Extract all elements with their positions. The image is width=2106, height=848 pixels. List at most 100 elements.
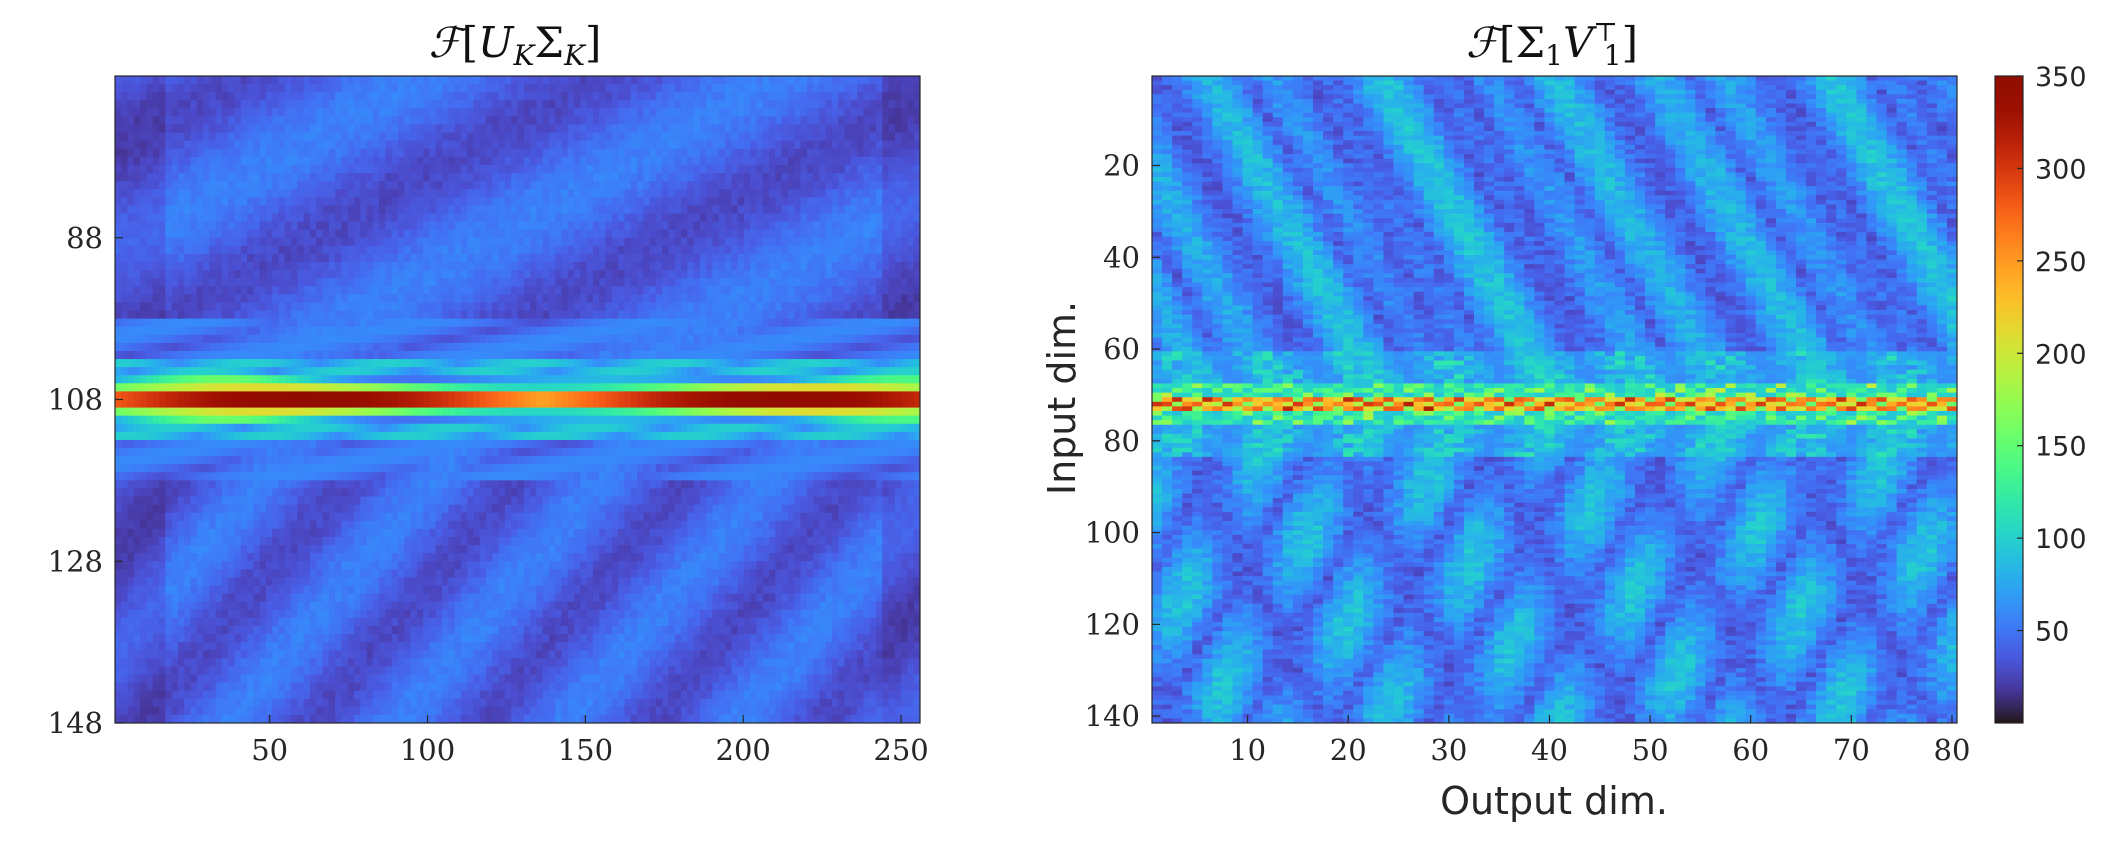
- left-heatmap-cell: [668, 84, 676, 93]
- left-heatmap-cell: [177, 375, 185, 384]
- left-heatmap-cell: [574, 197, 581, 206]
- left-heatmap-cell: [592, 156, 600, 166]
- left-heatmap-cell: [750, 237, 758, 247]
- left-heatmap-cell: [297, 181, 305, 190]
- left-heatmap-cell: [492, 334, 500, 344]
- left-heatmap-cell: [511, 140, 519, 150]
- left-heatmap-cell: [398, 318, 405, 328]
- left-heatmap-cell: [794, 116, 802, 126]
- left-heatmap-cell: [442, 302, 449, 312]
- left-heatmap-cell: [718, 359, 726, 368]
- left-heatmap-cell: [882, 92, 890, 101]
- left-heatmap-cell: [177, 181, 185, 190]
- left-heatmap-cell: [284, 229, 292, 239]
- left-heatmap-cell: [221, 164, 229, 174]
- left-heatmap-cell: [731, 253, 739, 263]
- left-heatmap-cell: [605, 108, 613, 118]
- left-heatmap-cell: [146, 278, 154, 287]
- left-heatmap-cell: [806, 229, 814, 239]
- left-heatmap-cell: [492, 197, 500, 206]
- left-heatmap-cell: [328, 84, 336, 93]
- left-heatmap-cell: [504, 164, 512, 174]
- left-heatmap-cell: [410, 318, 418, 328]
- left-heatmap-cell: [668, 189, 676, 198]
- left-heatmap-cell: [228, 108, 236, 118]
- left-heatmap-cell: [209, 350, 217, 360]
- left-heatmap-cell: [875, 84, 883, 93]
- left-heatmap-cell: [718, 84, 726, 93]
- left-heatmap-cell: [787, 140, 795, 150]
- left-heatmap-cell: [674, 286, 682, 295]
- left-heatmap-cell: [618, 132, 626, 142]
- left-heatmap-cell: [165, 326, 173, 336]
- left-heatmap-cell: [159, 229, 166, 239]
- left-heatmap-cell: [498, 302, 506, 312]
- left-heatmap-cell: [857, 156, 864, 166]
- left-heatmap-cell: [756, 140, 764, 150]
- left-heatmap-cell: [115, 350, 122, 360]
- left-heatmap-cell: [240, 294, 248, 304]
- left-heatmap-cell: [605, 334, 613, 344]
- left-heatmap-cell: [831, 302, 839, 312]
- left-heatmap-cell: [435, 76, 443, 85]
- left-heatmap-cell: [706, 294, 714, 304]
- left-heatmap-cell: [165, 132, 173, 142]
- left-heatmap-cell: [127, 197, 135, 206]
- left-heatmap-cell: [599, 310, 607, 320]
- left-heatmap-cell: [863, 197, 871, 206]
- left-heatmap-cell: [492, 213, 500, 223]
- left-heatmap-cell: [605, 318, 613, 328]
- left-heatmap-cell: [209, 334, 217, 344]
- left-heatmap-cell: [750, 213, 758, 223]
- left-heatmap-cell: [479, 213, 487, 223]
- left-heatmap-cell: [177, 310, 185, 320]
- left-heatmap-cell: [360, 197, 368, 206]
- left-heatmap-cell: [385, 140, 393, 150]
- left-heatmap-cell: [467, 140, 475, 150]
- left-heatmap-cell: [265, 375, 273, 384]
- left-heatmap-cell: [775, 76, 783, 85]
- left-heatmap-cell: [133, 100, 141, 109]
- left-heatmap-cell: [555, 164, 563, 174]
- left-heatmap-cell: [492, 189, 500, 198]
- left-heatmap-cell: [366, 100, 374, 109]
- left-heatmap-cell: [913, 318, 920, 328]
- left-heatmap-cell: [787, 92, 795, 101]
- left-heatmap-cell: [221, 76, 229, 85]
- left-heatmap-cell: [636, 156, 644, 166]
- left-heatmap-cell: [888, 342, 896, 352]
- left-heatmap-cell: [699, 221, 707, 231]
- left-heatmap-cell: [888, 270, 896, 279]
- left-heatmap-cell: [530, 76, 537, 85]
- left-heatmap-cell: [800, 140, 808, 150]
- left-heatmap-cell: [190, 334, 198, 344]
- left-heatmap-cell: [888, 108, 896, 118]
- left-heatmap-cell: [335, 278, 343, 287]
- left-heatmap-cell: [265, 173, 273, 182]
- left-heatmap-cell: [404, 116, 412, 126]
- left-heatmap-cell: [379, 367, 387, 376]
- left-heatmap-cell: [542, 76, 550, 85]
- left-heatmap-cell: [353, 76, 361, 85]
- left-heatmap-cell: [599, 326, 607, 336]
- left-heatmap-cell: [247, 270, 254, 279]
- left-heatmap-cell: [454, 318, 462, 328]
- left-heatmap-cell: [831, 148, 839, 158]
- left-heatmap-cell: [580, 116, 588, 126]
- left-heatmap-cell: [756, 278, 764, 287]
- left-heatmap-cell: [379, 156, 387, 166]
- left-heatmap-cell: [265, 310, 273, 320]
- left-heatmap-cell: [649, 286, 657, 295]
- left-heatmap-cell: [718, 334, 726, 344]
- left-heatmap-cell: [718, 245, 726, 255]
- left-heatmap-cell: [416, 294, 424, 304]
- left-heatmap-cell: [473, 156, 481, 166]
- left-heatmap-cell: [454, 262, 462, 271]
- left-heatmap-cell: [429, 367, 437, 376]
- left-heatmap-cell: [460, 116, 468, 126]
- left-heatmap-cell: [580, 164, 588, 174]
- left-heatmap-cell: [888, 310, 896, 320]
- left-heatmap-cell: [693, 189, 701, 198]
- left-heatmap-cell: [335, 108, 343, 118]
- left-heatmap-cell: [869, 253, 877, 263]
